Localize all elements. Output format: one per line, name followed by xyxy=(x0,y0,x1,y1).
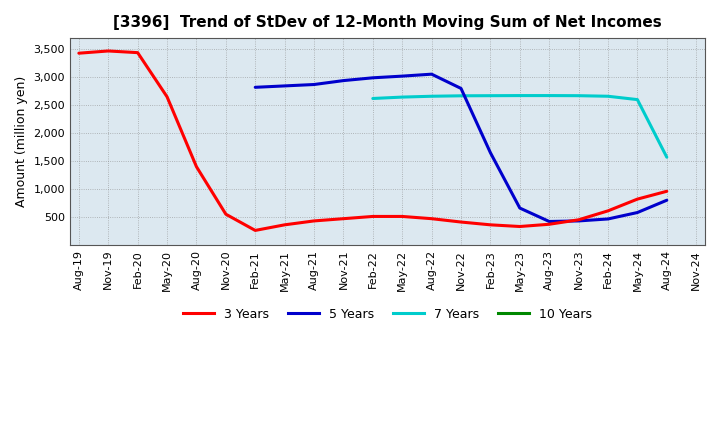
3 Years xyxy=(310,218,318,224)
Y-axis label: Amount (million yen): Amount (million yen) xyxy=(15,76,28,207)
5 Years xyxy=(486,150,495,155)
7 Years xyxy=(575,93,583,98)
7 Years xyxy=(633,97,642,102)
7 Years xyxy=(398,95,407,100)
3 Years xyxy=(339,216,348,221)
Title: [3396]  Trend of StDev of 12-Month Moving Sum of Net Incomes: [3396] Trend of StDev of 12-Month Moving… xyxy=(113,15,662,30)
3 Years xyxy=(516,224,524,229)
5 Years xyxy=(280,83,289,88)
7 Years xyxy=(427,94,436,99)
3 Years xyxy=(575,217,583,223)
3 Years xyxy=(662,189,671,194)
5 Years xyxy=(427,72,436,77)
7 Years xyxy=(545,93,554,98)
5 Years xyxy=(398,73,407,79)
5 Years xyxy=(310,82,318,87)
Line: 3 Years: 3 Years xyxy=(79,51,667,231)
3 Years xyxy=(163,94,171,99)
3 Years xyxy=(456,220,465,225)
5 Years xyxy=(251,84,259,90)
3 Years xyxy=(222,212,230,217)
5 Years xyxy=(545,219,554,224)
3 Years xyxy=(486,222,495,227)
3 Years xyxy=(251,228,259,233)
5 Years xyxy=(369,75,377,81)
5 Years xyxy=(603,216,612,222)
Line: 5 Years: 5 Years xyxy=(255,74,667,221)
3 Years xyxy=(104,48,112,54)
7 Years xyxy=(603,94,612,99)
7 Years xyxy=(456,93,465,99)
7 Years xyxy=(369,96,377,101)
3 Years xyxy=(633,197,642,202)
Legend: 3 Years, 5 Years, 7 Years, 10 Years: 3 Years, 5 Years, 7 Years, 10 Years xyxy=(178,303,598,326)
3 Years xyxy=(192,164,201,169)
5 Years xyxy=(516,205,524,211)
7 Years xyxy=(486,93,495,98)
3 Years xyxy=(398,214,407,219)
3 Years xyxy=(133,50,142,55)
5 Years xyxy=(575,218,583,224)
7 Years xyxy=(516,93,524,98)
5 Years xyxy=(456,86,465,91)
5 Years xyxy=(662,198,671,203)
3 Years xyxy=(369,214,377,219)
3 Years xyxy=(427,216,436,221)
3 Years xyxy=(603,208,612,213)
5 Years xyxy=(633,210,642,215)
3 Years xyxy=(545,222,554,227)
3 Years xyxy=(75,51,84,56)
3 Years xyxy=(280,222,289,227)
5 Years xyxy=(339,78,348,83)
Line: 7 Years: 7 Years xyxy=(373,95,667,157)
7 Years xyxy=(662,154,671,160)
